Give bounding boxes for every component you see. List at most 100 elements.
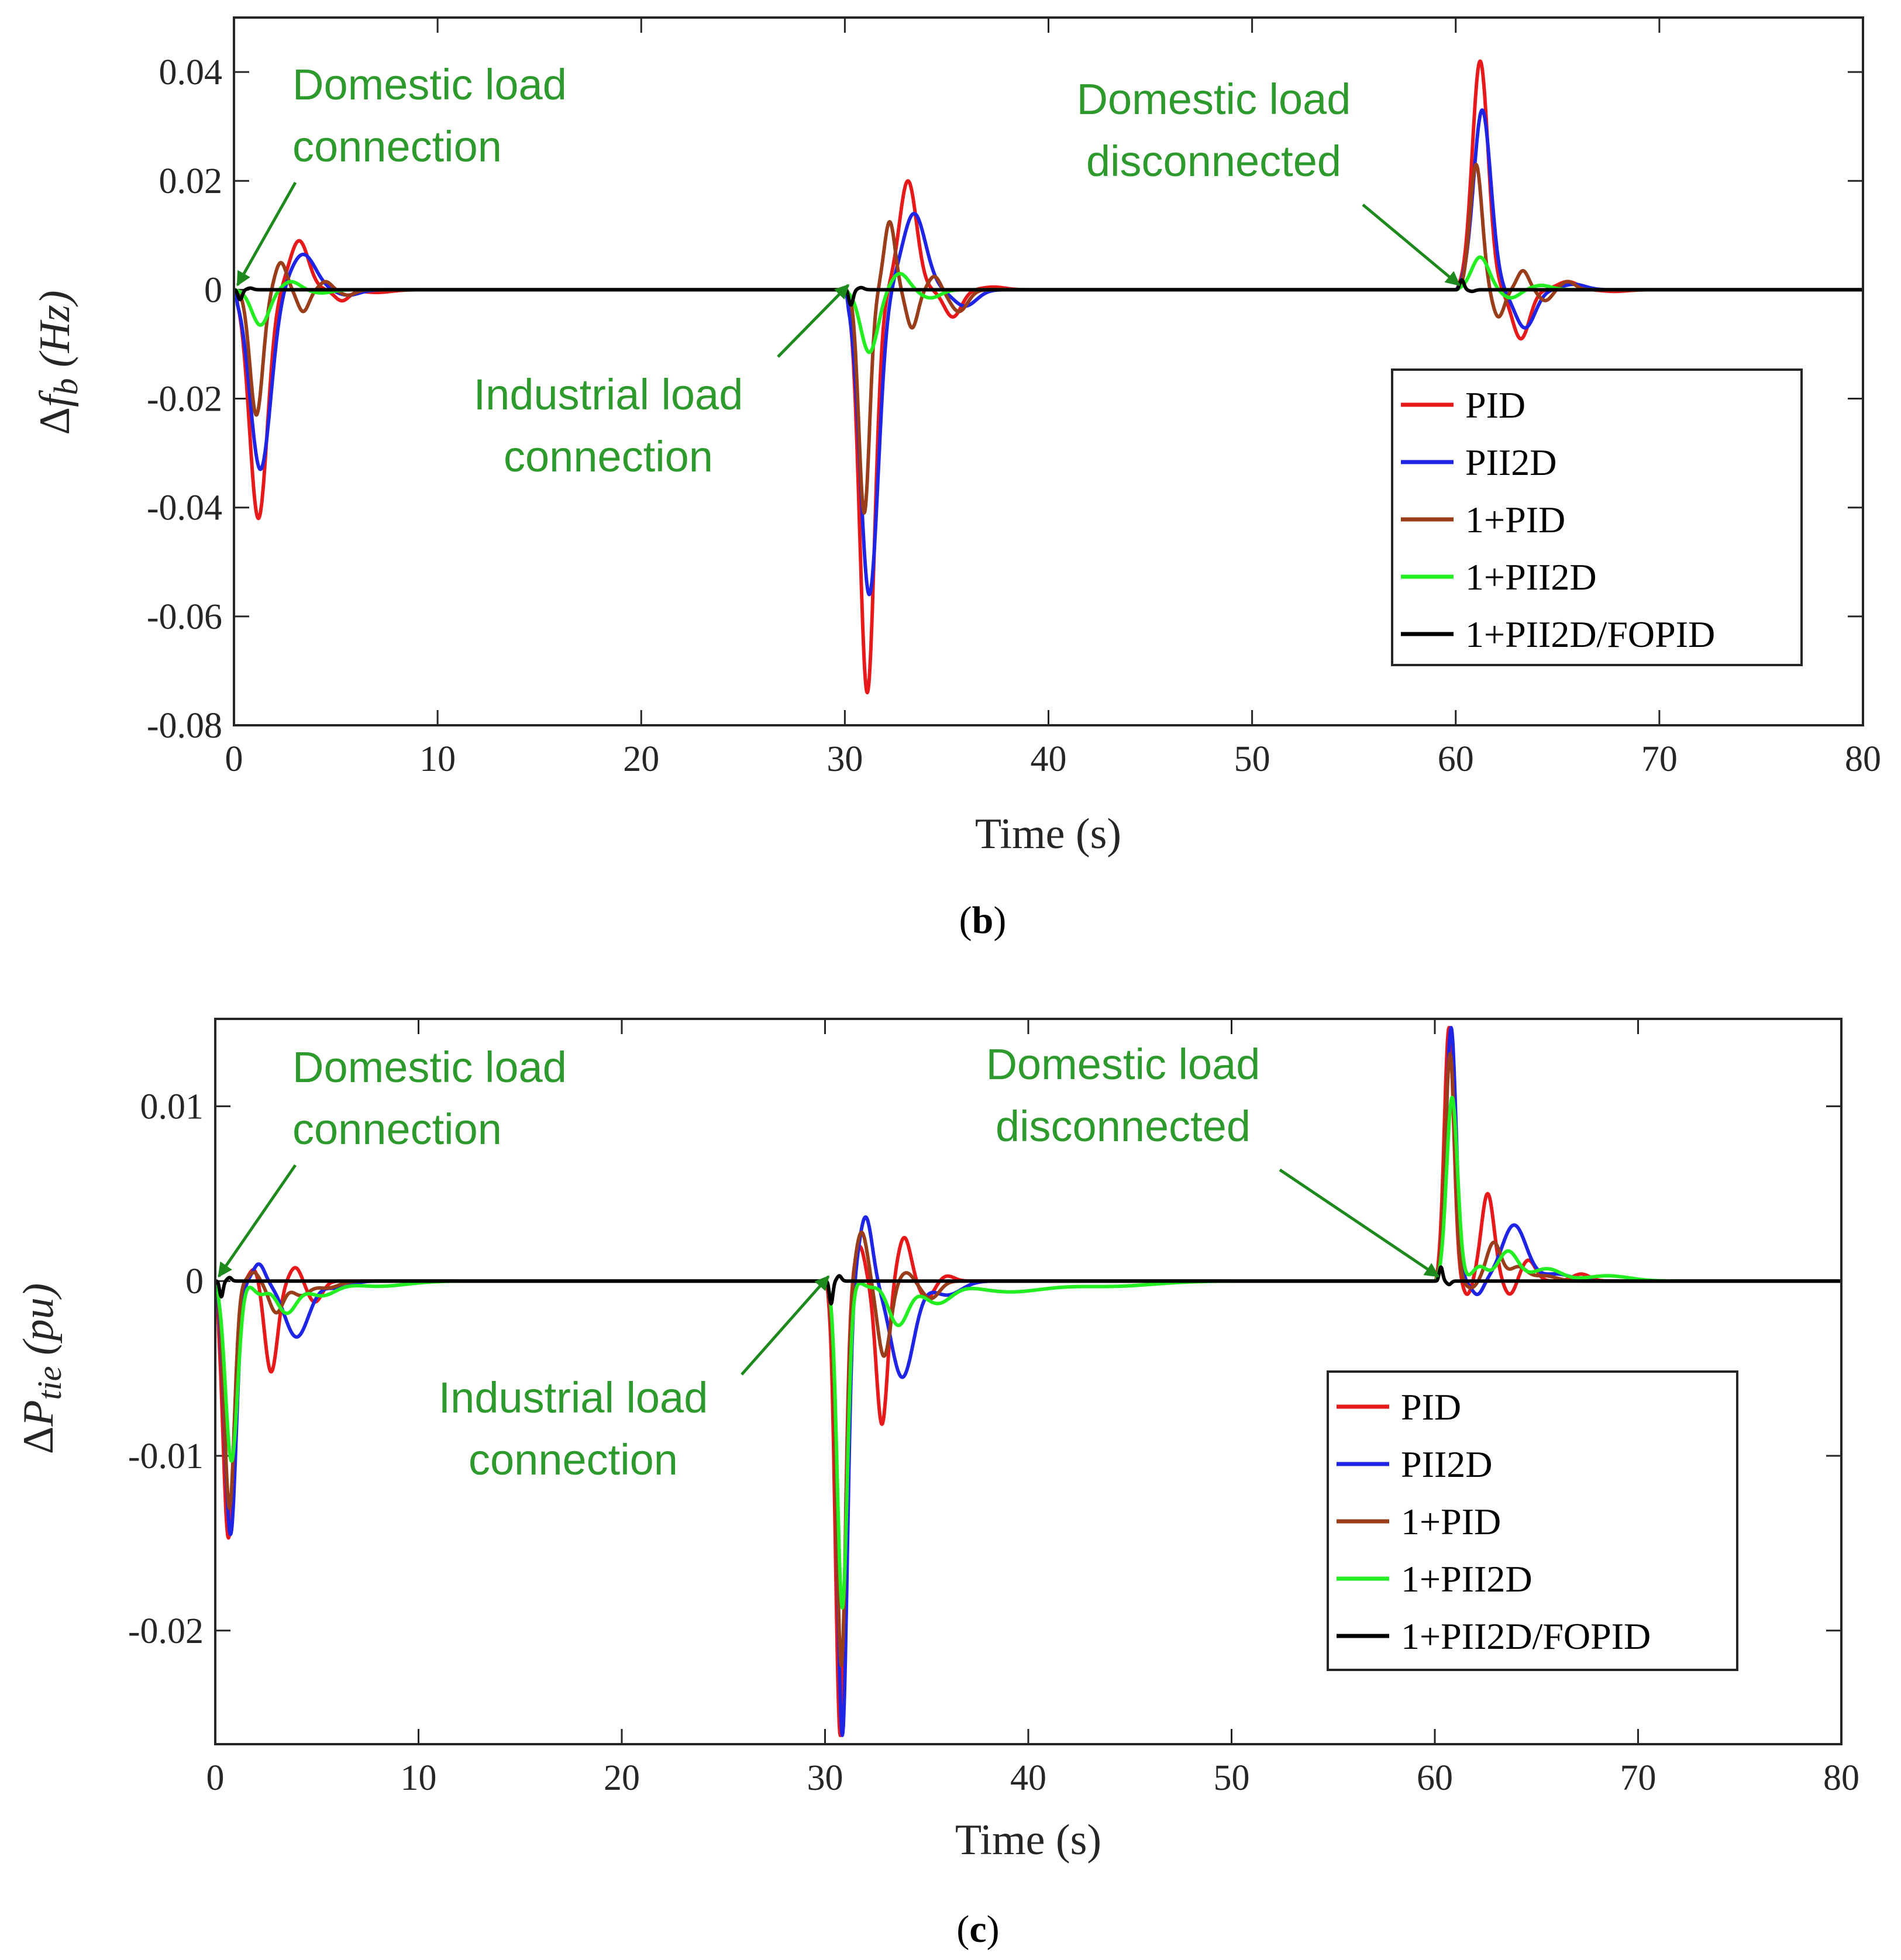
- panel-b-ticks: 0 10 20 30 40 50 60 70 80 0.04 0.02 0 -0.02 -0.04 -0.0…: [147, 18, 1881, 779]
- panel-c: ΔPtie (pu) 0 10 20 30 40 50 60 70 80 0.01 0 -0.01 -0…: [15, 1018, 1859, 1951]
- panel-b-annotation-1: Domestic load connection: [292, 60, 567, 171]
- panel-c-annotation-line: Domestic load: [292, 1043, 567, 1091]
- panel-b-y-tick-label: 0.02: [159, 161, 223, 201]
- panel-b-annotation-arrow: [777, 284, 850, 358]
- panel-c-x-tick-label: 70: [1620, 1758, 1657, 1798]
- panel-c-annotation-line: disconnected: [996, 1102, 1251, 1150]
- panel-b-axes-box: [233, 16, 1864, 726]
- panel-c-y-tick-label: 0.01: [140, 1087, 204, 1127]
- panel-c-legend: PID PII2D 1+PID 1+PII2D 1+PII2D/FOPID: [1327, 1370, 1738, 1671]
- panel-b-series: [234, 59, 1863, 695]
- panel-b-series-1-pii2d-fopid: [234, 278, 1863, 307]
- panel-b-y-tick-label: 0: [204, 270, 222, 310]
- caption-b: (b): [959, 899, 1007, 942]
- panel-b: Δfb (Hz) 0 10 20 30 40 50 60 70 80 0.04 0.02 0 -0.02…: [31, 16, 1881, 942]
- panel-b-x-tick-label: 40: [1031, 739, 1067, 779]
- panel-b-y-tick-label: -0.04: [147, 488, 222, 528]
- panel-c-annotation-1: Domestic load connection: [292, 1043, 567, 1153]
- panel-b-annotation-line: connection: [292, 122, 502, 171]
- panel-b-annotation-line: connection: [504, 432, 713, 481]
- panel-b-y-tick-label: -0.02: [147, 380, 222, 419]
- panel-b-legend: PID PII2D 1+PID 1+PII2D 1+PII2D/FOPID: [1391, 368, 1803, 666]
- panel-b-x-tick-label: 20: [623, 739, 659, 779]
- panel-b-annotation-arrow: [236, 181, 297, 287]
- panel-c-annotation-arrow: [217, 1164, 297, 1278]
- panel-c-x-tick-label: 10: [401, 1758, 437, 1798]
- panel-b-annotation-arrow: [1362, 204, 1461, 287]
- panel-b-annotations: Domestic load connection Industrial load co…: [236, 60, 1461, 481]
- panel-b-annotation-line: Industrial load: [474, 370, 743, 419]
- caption-b-letter: b: [972, 899, 994, 942]
- panel-c-legend-label: 1+PID: [1401, 1501, 1501, 1542]
- panel-b-x-tick-label: 10: [419, 739, 456, 779]
- panel-c-x-tick-label: 40: [1010, 1758, 1046, 1798]
- panel-b-x-tick-label: 0: [225, 739, 243, 779]
- panel-b-annotation-line: disconnected: [1086, 137, 1341, 185]
- panel-c-annotation-line: connection: [469, 1435, 678, 1484]
- panel-c-annotation-arrow: [741, 1275, 830, 1376]
- panel-b-x-tick-label: 70: [1641, 739, 1678, 779]
- panel-b-y-tick-label: -0.06: [147, 597, 222, 637]
- panel-b-y-label-subscript: b: [47, 378, 85, 395]
- panel-c-x-tick-label: 60: [1417, 1758, 1453, 1798]
- panel-c-legend-label: PID: [1401, 1386, 1461, 1428]
- panel-c-y-label-delta: Δ: [15, 1427, 63, 1455]
- panel-b-legend-label: 1+PII2D/FOPID: [1465, 614, 1715, 655]
- panel-c-y-tick-label: -0.01: [128, 1437, 204, 1476]
- panel-c-x-axis-label: Time (s): [955, 1816, 1101, 1864]
- panel-b-y-label-unit: (Hz): [31, 290, 79, 378]
- panel-c-axes-box: [214, 1018, 1843, 1745]
- panel-b-x-tick-label: 30: [826, 739, 863, 779]
- caption-c-close: ): [987, 1908, 1000, 1951]
- panel-c-legend-label: 1+PII2D/FOPID: [1401, 1615, 1651, 1657]
- panel-c-ticks: 0 10 20 30 40 50 60 70 80 0.01 0 -0.01 -0.02: [128, 1019, 1859, 1798]
- panel-c-y-tick-label: -0.02: [128, 1611, 204, 1651]
- caption-c-open: (: [956, 1908, 969, 1951]
- panel-b-legend-entries: PID PII2D 1+PID 1+PII2D 1+PII2D/FOPID: [1401, 384, 1715, 655]
- panel-b-legend-box: [1391, 368, 1803, 666]
- panel-b-annotation-line: Domestic load: [1077, 75, 1351, 123]
- panel-b-legend-label: PID: [1465, 384, 1525, 426]
- panel-c-x-tick-label: 20: [604, 1758, 640, 1798]
- panel-c-y-label-subscript: tie: [30, 1366, 68, 1400]
- panel-c-series: [215, 1025, 1841, 1737]
- panel-c-x-tick-label: 80: [1823, 1758, 1859, 1798]
- panel-c-annotation-line: connection: [292, 1105, 502, 1153]
- panel-b-y-axis-label: Δfb (Hz): [31, 290, 85, 435]
- panel-c-annotation-line: Industrial load: [439, 1373, 708, 1422]
- panel-b-series-1-pii2d: [234, 255, 1863, 354]
- panel-b-x-tick-label: 60: [1438, 739, 1474, 779]
- panel-b-legend-label: 1+PID: [1465, 499, 1565, 540]
- panel-c-x-tick-label: 30: [807, 1758, 843, 1798]
- panel-b-y-tick-label: 0.04: [159, 53, 223, 92]
- caption-c: (c): [956, 1908, 999, 1951]
- panel-b-x-tick-label: 50: [1234, 739, 1270, 779]
- caption-b-open: (: [959, 899, 972, 942]
- panel-c-y-axis-label: ΔPtie (pu): [15, 1283, 68, 1455]
- panel-c-x-tick-label: 50: [1214, 1758, 1250, 1798]
- caption-b-close: ): [993, 899, 1006, 942]
- panel-b-annotation-3: Domestic load disconnected: [1077, 75, 1351, 185]
- panel-b-x-tick-label: 80: [1845, 739, 1881, 779]
- panel-c-annotation-2: Industrial load connection: [439, 1373, 708, 1484]
- panel-c-x-tick-label: 0: [206, 1758, 225, 1798]
- panel-c-y-label-symbol: P: [15, 1400, 63, 1427]
- panel-c-annotation-line: Domestic load: [986, 1040, 1261, 1088]
- panel-c-legend-entries: PID PII2D 1+PID 1+PII2D 1+PII2D/FOPID: [1337, 1386, 1651, 1657]
- caption-c-letter: c: [969, 1908, 986, 1951]
- panel-b-legend-label: PII2D: [1465, 442, 1556, 483]
- panel-b-y-label-delta: Δ: [31, 407, 79, 435]
- panel-c-legend-box: [1327, 1370, 1738, 1671]
- panel-b-legend-label: 1+PII2D: [1465, 556, 1597, 598]
- panel-c-legend-label: 1+PII2D: [1401, 1558, 1532, 1600]
- panel-c-annotation-3: Domestic load disconnected: [986, 1040, 1261, 1150]
- panel-c-annotations: Domestic load connection Industrial load co…: [217, 1040, 1440, 1484]
- panel-c-series-1-pii2d-fopid: [215, 1265, 1841, 1305]
- panel-c-annotation-arrow: [1279, 1168, 1440, 1278]
- panel-c-legend-label: PII2D: [1401, 1444, 1492, 1485]
- panel-b-y-tick-label: -0.08: [147, 706, 222, 746]
- panel-c-y-label-unit: (pu): [15, 1283, 63, 1366]
- panel-b-x-axis-label: Time (s): [975, 810, 1121, 858]
- panel-c-y-tick-label: 0: [185, 1262, 204, 1301]
